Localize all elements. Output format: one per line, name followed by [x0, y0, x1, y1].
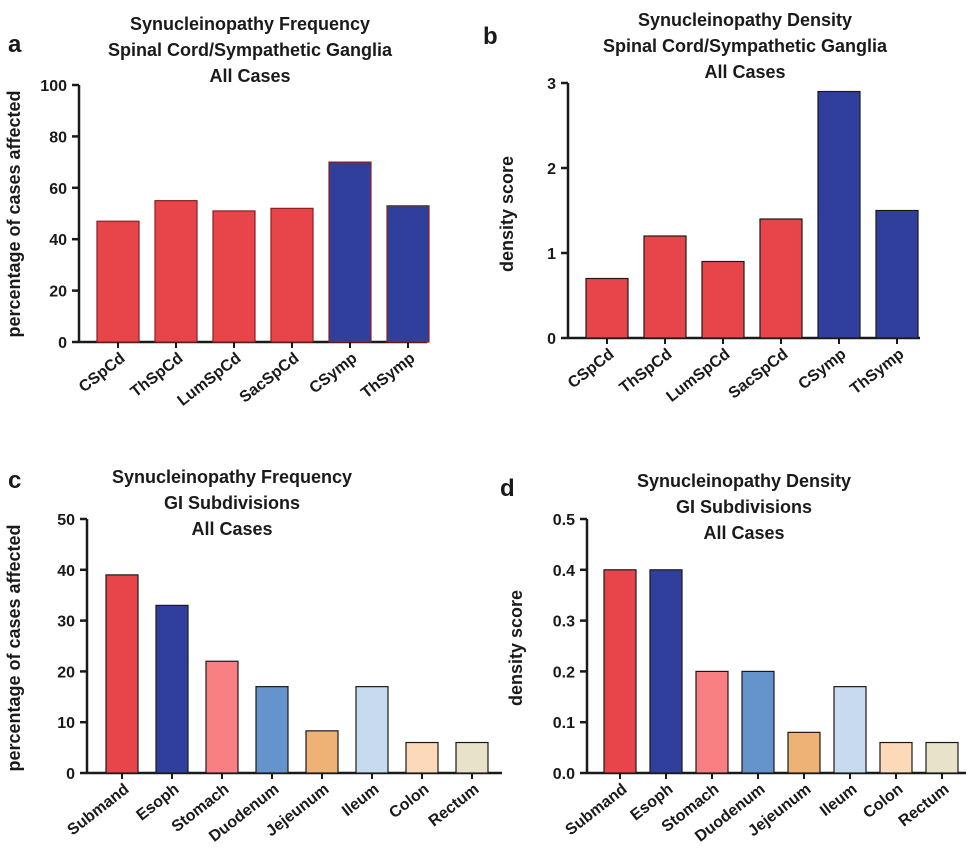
- chart-title-line-2: Spinal Cord/Sympathetic Ganglia: [603, 36, 888, 56]
- x-tick-label: Rectum: [426, 781, 483, 831]
- x-tick-label: ThSymp: [358, 350, 418, 402]
- panel-c: c Synucleinopathy Frequency GI Subdivisi…: [4, 467, 502, 846]
- y-tick-label: 2: [547, 161, 556, 178]
- bar-thspcd: [154, 200, 198, 343]
- bar-sacspcd: [270, 207, 314, 343]
- chart-title-line-3: All Cases: [191, 519, 272, 539]
- y-tick-label: 0.4: [553, 563, 575, 580]
- bar-duodenum: [255, 686, 289, 774]
- y-tick-label: 40: [49, 232, 67, 249]
- chart-title-line-1: Synucleinopathy Frequency: [130, 14, 370, 34]
- y-tick-label: 1: [547, 246, 556, 263]
- bar-rectum: [925, 741, 959, 774]
- x-tick-label: Rectum: [896, 781, 953, 831]
- x-tick-label: LumSpCd: [663, 346, 733, 406]
- bar-jejeunum: [787, 731, 821, 774]
- bar-thspcd: [643, 235, 687, 339]
- bar-stomach: [695, 670, 729, 774]
- y-tick-label: 20: [49, 284, 67, 301]
- chart-title-line-1: Synucleinopathy Density: [638, 10, 852, 30]
- bar-thsymp: [875, 209, 919, 339]
- x-tick-label: CSpCd: [565, 346, 617, 392]
- y-tick-label: 0: [58, 335, 67, 352]
- bar-submand: [105, 574, 139, 774]
- bar-thsymp: [386, 205, 430, 343]
- y-tick-label: 0.5: [553, 512, 575, 529]
- y-tick-label: 100: [40, 78, 67, 95]
- bar-cspcd: [96, 220, 140, 343]
- panel-letter-a: a: [8, 31, 22, 58]
- y-tick-label: 0.0: [553, 766, 575, 783]
- y-tick-label: 60: [49, 181, 67, 198]
- x-tick-label: SacSpCd: [726, 346, 792, 403]
- x-tick-label: Submand: [563, 781, 631, 839]
- y-axis-label: density score: [506, 590, 526, 706]
- y-axis-label: percentage of cases affected: [4, 524, 24, 771]
- x-tick-label: Submand: [65, 781, 133, 839]
- bar-esoph: [649, 569, 683, 774]
- y-tick-label: 10: [57, 715, 75, 732]
- chart-title-line-3: All Cases: [703, 523, 784, 543]
- bar-ileum: [833, 686, 867, 774]
- x-tick-label: CSymp: [307, 350, 361, 397]
- x-tick-label: LumSpCd: [174, 350, 244, 410]
- bar-jejeunum: [305, 730, 339, 774]
- chart-title-line-3: All Cases: [704, 62, 785, 82]
- chart-title-line-3: All Cases: [209, 66, 290, 86]
- chart-title-line-2: GI Subdivisions: [164, 493, 300, 513]
- bar-lumspcd: [701, 260, 745, 339]
- x-tick-label: Ileum: [339, 781, 382, 820]
- panel-a: a Synucleinopathy Frequency Spinal Cord/…: [4, 14, 430, 410]
- chart-title-line-1: Synucleinopathy Frequency: [112, 467, 352, 487]
- x-tick-label: CSymp: [796, 346, 850, 393]
- y-tick-label: 0.2: [553, 664, 575, 681]
- chart-title-line-2: Spinal Cord/Sympathetic Ganglia: [108, 40, 393, 60]
- x-tick-label: ThSymp: [847, 346, 907, 398]
- y-tick-label: 0: [547, 331, 556, 348]
- panel-letter-d: d: [500, 475, 515, 502]
- bar-lumspcd: [212, 210, 256, 343]
- y-tick-label: 3: [547, 76, 556, 93]
- y-tick-label: 80: [49, 129, 67, 146]
- y-tick-label: 40: [57, 563, 75, 580]
- panel-letter-c: c: [8, 467, 21, 494]
- bar-ileum: [355, 686, 389, 774]
- bar-rectum: [455, 741, 489, 774]
- y-tick-label: 30: [57, 614, 75, 631]
- bar-cspcd: [585, 277, 629, 339]
- y-tick-label: 50: [57, 512, 75, 529]
- plot-area-d: 0.00.10.20.30.40.5SubmandEsophStomachDuo…: [553, 512, 966, 846]
- y-tick-label: 0: [66, 766, 75, 783]
- y-tick-label: 20: [57, 664, 75, 681]
- y-tick-label: 0.3: [553, 614, 575, 631]
- x-tick-label: Ileum: [817, 781, 860, 820]
- bar-duodenum: [741, 670, 775, 774]
- bar-csymp: [817, 90, 861, 339]
- panel-b: b Synucleinopathy Density Spinal Cord/Sy…: [483, 10, 920, 406]
- y-tick-label: 0.1: [553, 715, 575, 732]
- panel-d: d Synucleinopathy Density GI Subdivision…: [500, 471, 966, 846]
- bar-sacspcd: [759, 218, 803, 339]
- y-axis-label: density score: [497, 156, 517, 272]
- bar-submand: [603, 569, 637, 774]
- x-tick-label: CSpCd: [76, 350, 128, 396]
- panel-letter-b: b: [483, 23, 498, 50]
- bar-colon: [405, 741, 439, 774]
- bar-stomach: [205, 660, 239, 774]
- bar-esoph: [155, 604, 189, 774]
- x-tick-label: SacSpCd: [237, 350, 303, 407]
- y-axis-label: percentage of cases affected: [4, 90, 24, 337]
- chart-title-line-1: Synucleinopathy Density: [637, 471, 851, 491]
- bar-csymp: [328, 161, 372, 343]
- bar-colon: [879, 741, 913, 774]
- chart-title-line-2: GI Subdivisions: [676, 497, 812, 517]
